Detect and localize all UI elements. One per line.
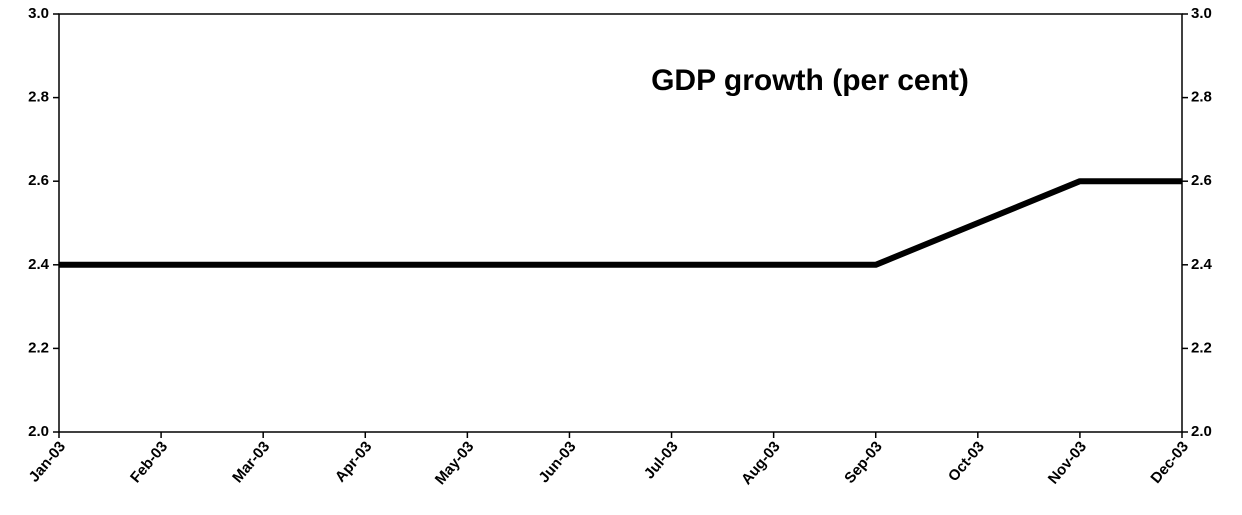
y2-tick-label: 2.2 (1191, 339, 1212, 356)
x-tick-label: Sep-03 (841, 438, 886, 487)
plot-frame (58, 13, 1183, 433)
y2-tick-label: 2.4 (1191, 256, 1213, 273)
y2-tick-label: 2.0 (1191, 423, 1212, 440)
x-tick-label: Nov-03 (1045, 438, 1090, 487)
chart-title: GDP growth (per cent) (651, 64, 969, 97)
y-tick-label: 2.0 (28, 423, 49, 440)
x-tick-label: Aug-03 (738, 438, 784, 488)
y-tick-label: 2.4 (28, 256, 50, 273)
y-tick-label: 3.0 (28, 5, 49, 22)
x-tick-label: Dec-03 (1147, 438, 1192, 487)
x-tick-label: Oct-03 (945, 438, 988, 485)
x-tick-label: Apr-03 (332, 438, 376, 485)
y2-tick-label: 3.0 (1191, 5, 1212, 22)
line (59, 178, 1182, 268)
x-tick-label: May-03 (432, 438, 478, 488)
y2-tick-label: 2.6 (1191, 172, 1212, 189)
y-tick-label: 2.8 (28, 89, 49, 106)
x-tick-label: Feb-03 (127, 438, 171, 486)
y-tick-label: 2.2 (28, 339, 49, 356)
y-tick-label: 2.6 (28, 172, 49, 189)
x-tick-label: Mar-03 (229, 438, 273, 486)
x-tick-label: Jan-03 (26, 438, 70, 485)
x-tick-label: Jul-03 (641, 438, 682, 482)
x-tick-label: Jun-03 (535, 438, 579, 486)
y2-tick-label: 2.8 (1191, 89, 1212, 106)
